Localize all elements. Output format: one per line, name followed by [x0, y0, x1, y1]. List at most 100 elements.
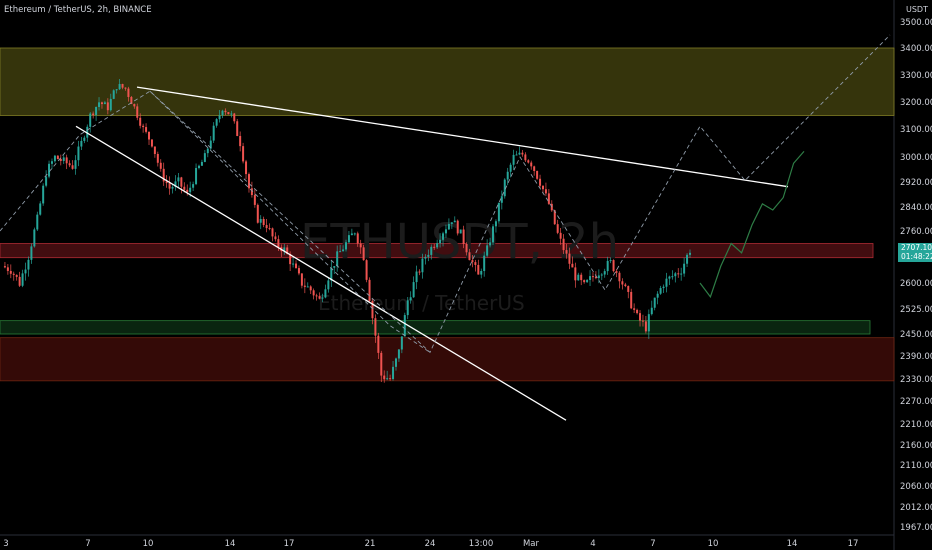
- candle-body: [444, 229, 447, 234]
- candle-body: [577, 274, 580, 281]
- x-tick-label: 14: [787, 539, 798, 549]
- y-tick-label: 2210.00: [900, 420, 932, 430]
- candle-body: [86, 126, 89, 138]
- candle-body: [168, 183, 171, 189]
- candle-body: [474, 262, 477, 265]
- candle-body: [242, 146, 245, 162]
- candle-body: [336, 251, 339, 267]
- projection-dashed-path: [0, 34, 891, 354]
- candle-body: [433, 246, 436, 248]
- candle-body: [453, 220, 456, 223]
- candle-body: [286, 247, 289, 254]
- candle-body: [150, 139, 153, 147]
- candle-body: [630, 291, 633, 309]
- y-tick-label: 3300.00: [900, 71, 932, 81]
- y-tick-label: 3500.00: [900, 18, 932, 28]
- y-tick-label: 2110.00: [900, 461, 932, 471]
- candle-body: [683, 263, 686, 274]
- y-tick-label: 2840.00: [900, 203, 932, 213]
- y-tick-label: 3400.00: [900, 44, 932, 54]
- candle-body: [374, 318, 377, 336]
- candle-body: [345, 242, 347, 250]
- candle-body: [62, 157, 65, 161]
- candle-body: [497, 202, 500, 222]
- candle-body: [283, 247, 286, 252]
- candle-body: [400, 336, 403, 350]
- candle-body: [318, 296, 321, 299]
- candle-body: [256, 204, 259, 223]
- candle-body: [21, 273, 24, 286]
- candle-body: [98, 102, 101, 107]
- candle-body: [350, 233, 353, 236]
- candle-body: [162, 168, 165, 182]
- candle-body: [415, 271, 418, 283]
- y-tick-label: 3100.00: [900, 125, 932, 135]
- candle-body: [59, 159, 62, 161]
- green-support-zone: [0, 320, 871, 335]
- candle-body: [627, 286, 630, 292]
- candle-body: [77, 146, 80, 161]
- y-tick-label: 2330.00: [900, 375, 932, 385]
- y-tick-label: 2160.00: [900, 441, 932, 451]
- candle-body: [512, 154, 515, 165]
- candle-body: [530, 162, 533, 167]
- x-tick-label: 17: [284, 539, 295, 549]
- candle-body: [224, 110, 227, 113]
- candle-body: [650, 307, 653, 315]
- candle-body: [359, 243, 362, 248]
- candle-body: [494, 221, 497, 227]
- candle-body: [133, 104, 136, 107]
- candle-body: [180, 177, 183, 187]
- candle-body: [347, 235, 350, 243]
- x-tick-label: Mar: [523, 539, 540, 549]
- candle-body: [689, 252, 691, 255]
- candle-body: [541, 185, 544, 190]
- candle-body: [74, 160, 77, 169]
- candle-body: [333, 266, 336, 268]
- candle-body: [165, 181, 168, 184]
- candle-body: [641, 320, 644, 322]
- y-tick-label: 2060.00: [900, 482, 932, 492]
- candle-body: [624, 284, 627, 287]
- candle-body: [295, 263, 298, 269]
- candle-body: [106, 102, 109, 111]
- candle-body: [600, 274, 603, 276]
- candle-body: [436, 243, 439, 248]
- x-tick-label: 10: [708, 539, 719, 549]
- candle-body: [556, 224, 559, 233]
- candle-body: [33, 229, 36, 247]
- candle-body: [674, 273, 677, 277]
- y-tick-label: 2525.00: [900, 305, 932, 315]
- candle-body: [209, 140, 212, 149]
- projection-dashed-inner: [149, 90, 431, 353]
- candle-body: [292, 263, 295, 265]
- candle-body: [521, 152, 524, 155]
- candle-body: [200, 161, 203, 166]
- candle-body: [362, 247, 365, 261]
- candle-body: [274, 236, 277, 240]
- y-tick-label: 2012.00: [900, 503, 932, 513]
- candle-body: [156, 153, 159, 163]
- candle-body: [321, 297, 324, 299]
- currency-label: USDT: [906, 5, 928, 14]
- candle-body: [677, 273, 680, 275]
- candle-body: [136, 106, 139, 118]
- candle-body: [653, 297, 656, 308]
- candle-body: [562, 238, 565, 251]
- candle-body: [159, 162, 162, 169]
- y-tick-label: 3200.00: [900, 98, 932, 108]
- candle-body: [389, 378, 392, 380]
- candle-body: [468, 252, 471, 261]
- candle-body: [615, 271, 618, 273]
- candle-body: [403, 315, 406, 337]
- candle-body: [236, 121, 239, 136]
- candle-body: [662, 286, 665, 289]
- candle-body: [647, 314, 650, 332]
- candle-body: [612, 260, 615, 272]
- candle-body: [315, 295, 318, 297]
- candle-body: [409, 297, 412, 301]
- candle-body: [109, 98, 112, 111]
- candle-body: [480, 270, 483, 275]
